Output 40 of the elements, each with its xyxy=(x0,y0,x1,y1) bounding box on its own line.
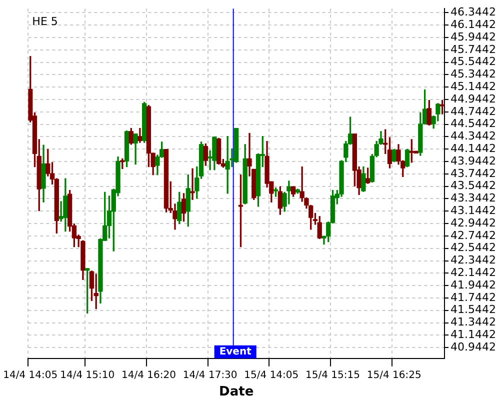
x-tick-label: 15/4 15:15 xyxy=(306,370,360,381)
text: HE 5 xyxy=(32,14,58,28)
x-tick-label: 14/4 17:30 xyxy=(182,370,238,381)
y-tick-label: 45.1442 xyxy=(450,80,496,93)
x-tick-label: 14/4 14:05 xyxy=(3,370,58,381)
y-tick-label: 46.1442 xyxy=(450,18,496,31)
y-tick-label: 40.9442 xyxy=(450,340,496,354)
y-tick-label: 41.7442 xyxy=(450,290,496,304)
candlestick xyxy=(190,168,195,200)
y-tick-label: 45.3442 xyxy=(450,68,496,81)
annotation: Event xyxy=(219,346,252,358)
y-tick-label: 44.1442 xyxy=(450,142,496,155)
y-tick-label: 42.7442 xyxy=(450,228,496,242)
y-tick-label: 42.9442 xyxy=(450,216,496,230)
y-tick-label: 45.9442 xyxy=(450,30,496,44)
y-tick-label: 41.5442 xyxy=(450,303,496,316)
y-tick-label: 41.1442 xyxy=(450,328,496,342)
y-tick-label: 42.1442 xyxy=(450,266,496,280)
y-tick-label: 46.3442 xyxy=(450,6,496,19)
y-tick-label: 44.5442 xyxy=(450,117,496,130)
y-tick-label: 45.7442 xyxy=(450,42,496,56)
x-tick-label: 14/4 16:20 xyxy=(121,370,176,381)
x-tick-label: 15/4 14:05 xyxy=(244,370,299,381)
y-tick-label: 42.5442 xyxy=(450,241,496,254)
y-tick-label: 45.5442 xyxy=(450,55,496,68)
y-tick-label: 41.9442 xyxy=(450,278,496,292)
y-tick-label: 41.3442 xyxy=(450,316,496,329)
y-tick-label: 43.5442 xyxy=(450,179,496,192)
y-tick-label: 44.3442 xyxy=(450,130,496,143)
candlestick xyxy=(225,136,230,194)
y-tick-label: 43.3442 xyxy=(450,192,496,205)
y-tick-label: 42.3442 xyxy=(450,254,496,267)
x-axis-title: Date xyxy=(219,384,254,400)
y-tick-label: 44.7442 xyxy=(450,104,496,118)
y-tick-label: 43.9442 xyxy=(450,154,496,168)
y-tick-label: 43.7442 xyxy=(450,166,496,180)
x-tick-label: 15/4 16:25 xyxy=(366,370,422,381)
x-tick-label: 14/4 15:10 xyxy=(60,370,115,381)
y-tick-label: 43.1442 xyxy=(450,204,496,218)
y-tick-label: 44.9442 xyxy=(450,92,496,106)
